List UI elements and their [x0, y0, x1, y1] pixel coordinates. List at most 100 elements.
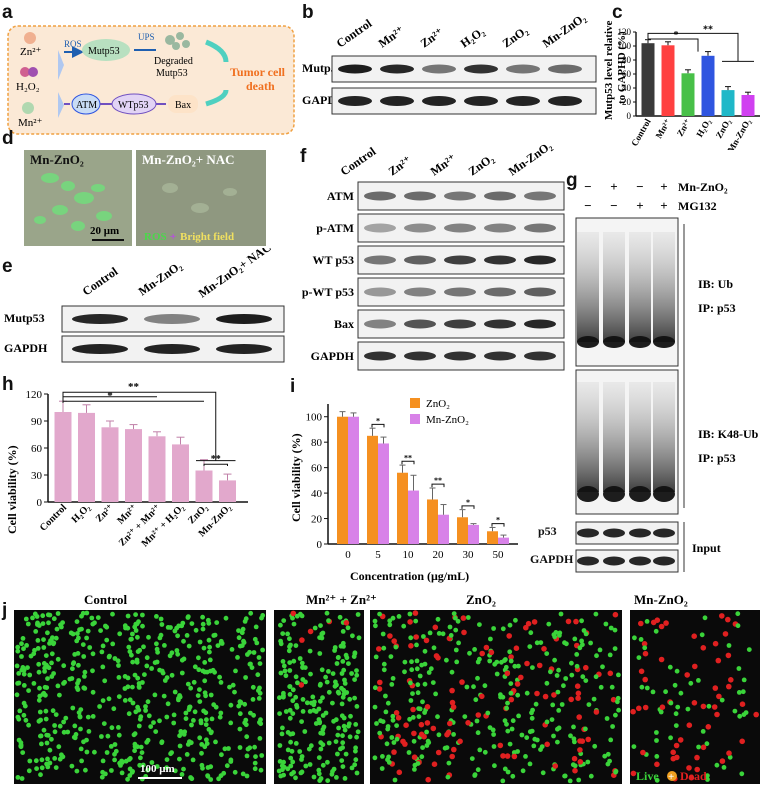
dead-cell-dot — [531, 619, 538, 625]
i-x-tick-label: 0 — [345, 549, 351, 561]
live-cell-dot — [24, 643, 29, 648]
live-cell-dot — [20, 636, 26, 641]
live-cell-dot — [477, 622, 482, 627]
dead-cell-dot — [700, 703, 707, 710]
g-blot2-l1: IB: K48-Ub — [698, 427, 759, 441]
live-cell-dot — [293, 741, 299, 746]
dead-cell-dot — [541, 646, 547, 652]
live-cell-dot — [354, 704, 360, 709]
live-cell-dot — [237, 711, 243, 717]
dead-cell-dot — [663, 620, 669, 626]
live-cell-dot — [291, 770, 296, 775]
dead-cell-dot — [612, 611, 619, 618]
blot-band — [380, 96, 414, 106]
live-cell-dot — [585, 759, 591, 765]
live-cell-dot — [61, 719, 66, 725]
live-cell-dot — [83, 767, 88, 773]
live-cell-dot — [342, 727, 348, 733]
h-bar — [125, 429, 142, 502]
live-cell-dot — [440, 631, 446, 637]
live-cell-dot — [471, 684, 476, 690]
live-cell-dot — [219, 752, 224, 758]
live-cell-dot — [340, 640, 346, 646]
live-cell-dot — [326, 669, 331, 674]
i-bar — [397, 472, 408, 544]
dead-cell-dot — [376, 686, 383, 692]
live-cell-dot — [639, 684, 645, 690]
live-cell-dot — [600, 664, 605, 670]
live-cell-dot — [510, 773, 516, 779]
panel-i-label: i — [290, 376, 296, 397]
live-cell-dot — [448, 633, 454, 638]
dead-cell-dot — [542, 693, 549, 700]
live-cell-dot — [90, 668, 95, 674]
panel-e-label: e — [2, 256, 13, 277]
live-cell-dot — [21, 712, 27, 718]
live-cell-dot — [41, 661, 47, 666]
live-cell-dot — [78, 746, 84, 752]
live-cell-dot — [277, 759, 283, 764]
dead-cell-dot — [577, 738, 583, 744]
live-cell-dot — [394, 723, 399, 728]
live-cell-dot — [544, 651, 550, 656]
blot-band — [364, 255, 396, 265]
live-cell-dot — [451, 611, 457, 616]
live-cell-dot — [42, 684, 48, 690]
dead-cell-dot — [585, 736, 591, 743]
live-cell-dot — [138, 755, 143, 761]
live-cell-dot — [452, 615, 458, 621]
i-bar — [348, 416, 359, 544]
live-cell-dot — [42, 669, 47, 674]
dead-cell-dot — [654, 761, 660, 768]
live-cell-dot — [598, 684, 604, 690]
live-cell-dot — [570, 762, 576, 768]
live-cell-dot — [92, 620, 97, 626]
h2o2-label: H₂O₂ — [16, 81, 40, 93]
dead-cell-dot — [686, 722, 693, 728]
live-cell-dot — [465, 615, 471, 620]
live-cell-dot — [281, 690, 286, 696]
live-cell-dot — [75, 631, 80, 636]
blot-band — [216, 344, 272, 354]
live-cell-dot — [564, 641, 569, 647]
live-cell-dot — [59, 624, 64, 630]
h2o2-molecule-icon — [20, 67, 30, 77]
live-cell-dot — [55, 683, 61, 689]
live-cell-dot — [475, 767, 481, 773]
live-cell-dot — [159, 740, 165, 746]
live-cell-dot — [317, 635, 322, 640]
live-cell-dot — [419, 754, 425, 760]
dead-cell-dot — [479, 650, 486, 657]
c-y-tick-label: 120 — [618, 27, 632, 37]
live-cell-dot — [294, 613, 300, 619]
i-legend-label: ZnO₂ — [426, 398, 450, 410]
blot-band — [364, 319, 396, 329]
outcome-label-2: death — [246, 79, 275, 93]
live-cell-dot — [204, 737, 209, 743]
live-cell-dot — [257, 661, 263, 666]
live-cell-dot — [152, 692, 158, 698]
dead-cell-dot — [435, 749, 442, 756]
live-cell-dot — [51, 641, 56, 647]
i-bar — [427, 499, 438, 544]
live-cell-dot — [123, 758, 129, 764]
dead-cell-dot — [659, 704, 666, 710]
live-cell-dot — [491, 744, 497, 749]
live-cell-dot — [579, 638, 584, 644]
live-cell-dot — [323, 674, 328, 680]
live-cell-dot — [43, 716, 49, 722]
live-cell-dot — [15, 681, 20, 686]
degraded-label-1: Degraded — [154, 56, 193, 67]
live-cell-dot — [195, 693, 201, 698]
live-cell-dot — [339, 701, 345, 707]
c-bar — [641, 43, 655, 117]
live-cell-dot — [95, 615, 101, 620]
live-cell-dot — [372, 618, 378, 624]
panel-j-label: j — [2, 600, 8, 621]
live-cell-dot — [475, 730, 481, 736]
c-x-tick-label: Zn²⁺ — [675, 117, 693, 138]
blot-band — [629, 556, 651, 566]
live-cell-dot — [464, 684, 470, 690]
